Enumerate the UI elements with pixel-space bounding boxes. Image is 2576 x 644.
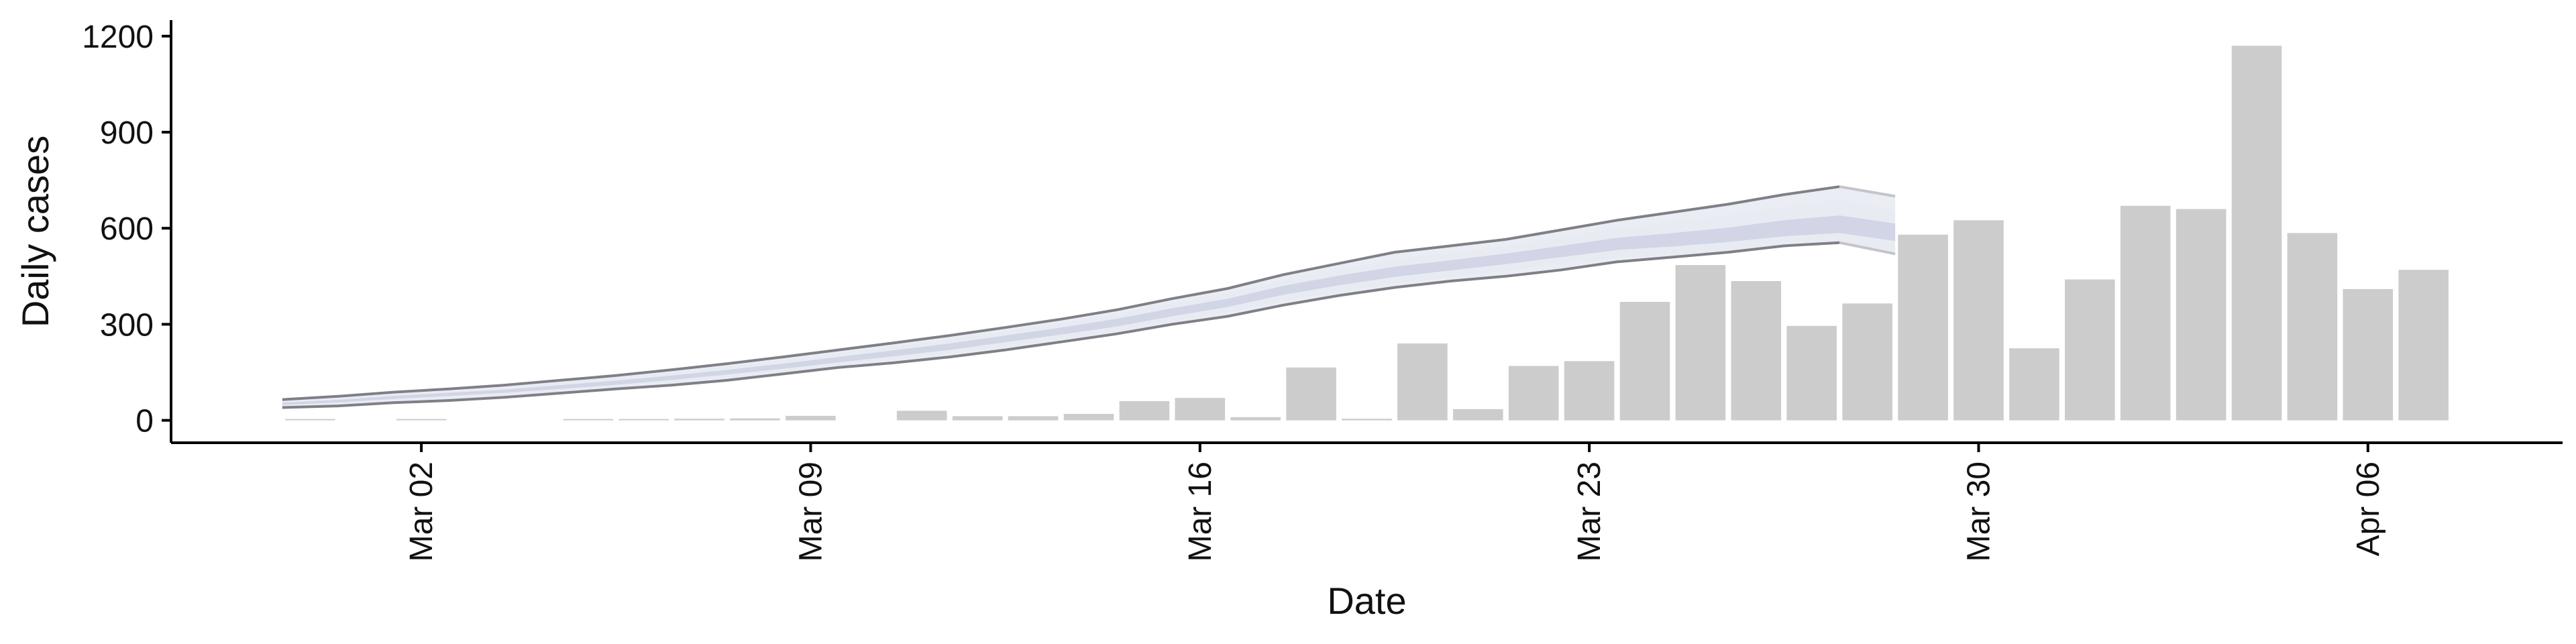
y-tick-label: 1200 — [82, 19, 154, 55]
bar — [1786, 325, 1837, 421]
x-tick-label: Apr 06 — [2351, 462, 2386, 556]
x-tick-label: Mar 02 — [404, 462, 439, 561]
x-tick-label: Mar 23 — [1572, 462, 1607, 561]
bar — [1508, 366, 1559, 421]
estimate-upper-line — [282, 185, 1840, 401]
bar-layer — [285, 46, 2449, 421]
bar — [1731, 281, 1782, 421]
estimate-upper-line-forecast — [1839, 185, 1896, 198]
bar — [1119, 401, 1170, 421]
bar — [2287, 233, 2338, 421]
bar — [1397, 343, 1448, 421]
bar — [1564, 361, 1615, 421]
axis-layer: 0 300 600 900 1200 Mar 02 Mar 09 Mar 16 Mar 23 Ma… — [82, 19, 2563, 561]
bar — [1008, 416, 1059, 421]
bar — [396, 419, 447, 421]
estimate-band-mid — [282, 199, 1896, 407]
bar — [952, 416, 1003, 421]
bar — [1675, 265, 1726, 421]
bar — [1453, 409, 1503, 421]
bar — [285, 419, 335, 421]
bar — [1342, 419, 1392, 421]
estimate-band-layer — [282, 185, 1896, 409]
bar — [674, 419, 724, 421]
y-tick-label: 600 — [100, 211, 154, 247]
estimate-band-inner — [282, 215, 1896, 405]
bar — [619, 419, 669, 421]
bar — [2231, 46, 2282, 421]
bar — [1230, 417, 1281, 421]
bar — [2343, 288, 2394, 421]
bar — [2009, 348, 2059, 421]
x-tick-label: Mar 09 — [793, 462, 828, 561]
y-tick-label: 900 — [100, 115, 154, 151]
bar — [1842, 303, 1892, 421]
estimate-lower-line — [282, 241, 1840, 409]
bar — [2065, 279, 2115, 421]
bar — [1898, 234, 1948, 421]
bar — [563, 419, 614, 421]
bar — [2176, 209, 2226, 421]
bar — [2120, 205, 2171, 421]
bar — [1953, 220, 2004, 421]
x-axis-title: Date — [1327, 580, 1406, 622]
y-tick-label: 300 — [100, 307, 154, 343]
bar — [896, 411, 947, 421]
x-tick-label: Mar 30 — [1962, 462, 1997, 561]
bar — [1619, 302, 1670, 421]
estimate-lower-line-forecast — [1839, 241, 1896, 256]
bar — [1063, 414, 1114, 421]
x-tick-label: Mar 16 — [1183, 462, 1218, 561]
bar — [730, 418, 780, 421]
bar — [2398, 270, 2449, 421]
bar — [1286, 367, 1336, 421]
y-axis-title: Daily cases — [14, 136, 56, 327]
bar — [1175, 398, 1226, 421]
y-tick-label: 0 — [136, 404, 154, 439]
bar — [786, 415, 836, 421]
